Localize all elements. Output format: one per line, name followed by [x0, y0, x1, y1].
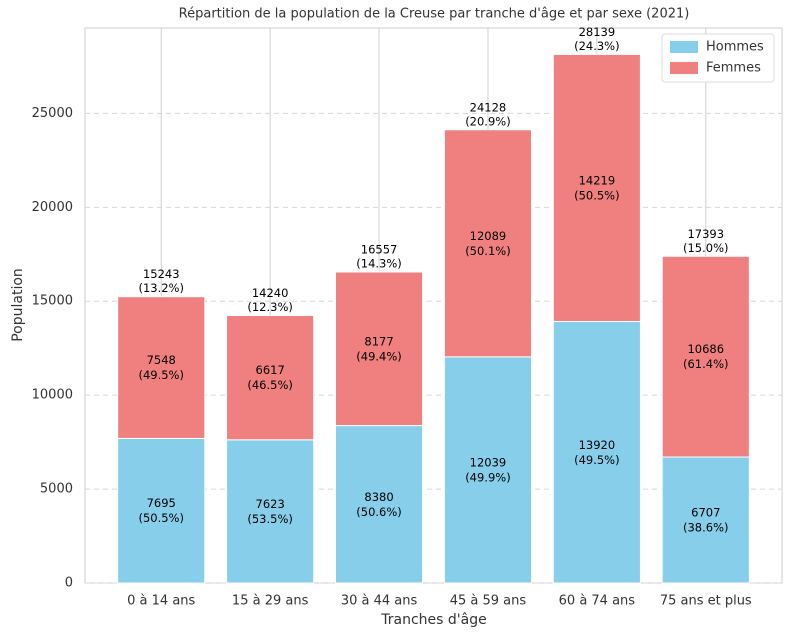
- value-label: 6707: [691, 506, 720, 520]
- y-tick-label: 5000: [40, 482, 73, 497]
- total-share-label: (24.3%): [574, 39, 620, 53]
- x-tick-label: 30 à 44 ans: [341, 594, 418, 609]
- share-label: (46.5%): [247, 378, 293, 392]
- total-label: 24128: [470, 100, 507, 114]
- value-label: 14219: [579, 173, 616, 187]
- share-label: (61.4%): [683, 357, 729, 371]
- share-label: (38.6%): [683, 521, 729, 535]
- share-label: (50.6%): [356, 505, 402, 519]
- total-label: 16557: [361, 242, 398, 256]
- value-label: 10686: [687, 342, 724, 356]
- x-tick-label: 15 à 29 ans: [232, 594, 309, 609]
- y-tick-label: 25000: [32, 106, 73, 121]
- share-label: (49.9%): [465, 470, 511, 484]
- total-label: 28139: [579, 25, 616, 39]
- bar-segment: [334, 271, 424, 427]
- x-tick-label: 60 à 74 ans: [559, 594, 636, 609]
- legend-label: Hommes: [706, 40, 764, 55]
- value-label: 7623: [256, 497, 285, 511]
- y-axis-label: Population: [10, 268, 26, 342]
- value-label: 8177: [364, 334, 393, 348]
- y-tick-label: 15000: [32, 294, 73, 309]
- legend-label: Femmes: [706, 61, 761, 76]
- bar-segment: [443, 129, 533, 358]
- x-axis-label: Tranches d'âge: [380, 612, 486, 628]
- share-label: (53.5%): [247, 512, 293, 526]
- total-share-label: (15.0%): [683, 241, 729, 255]
- value-label: 7548: [147, 353, 176, 367]
- y-tick-label: 10000: [32, 388, 73, 403]
- bar-segment: [552, 53, 641, 323]
- x-tick-label: 45 à 59 ans: [450, 594, 527, 609]
- bar-segment: [117, 437, 206, 584]
- plot-frame: [84, 27, 783, 584]
- x-tick-label: 75 ans et plus: [660, 594, 752, 609]
- value-label: 8380: [364, 490, 393, 504]
- share-label: (50.5%): [138, 511, 184, 525]
- value-label: 12089: [470, 229, 507, 243]
- share-label: (49.5%): [574, 453, 620, 467]
- y-tick-label: 20000: [32, 200, 73, 215]
- y-tick-label: 0: [65, 576, 73, 591]
- total-label: 15243: [143, 267, 180, 281]
- bar-segment: [443, 356, 533, 584]
- total-share-label: (12.3%): [247, 300, 293, 314]
- value-label: 6617: [256, 363, 285, 377]
- legend-swatch: [670, 41, 698, 53]
- share-label: (49.5%): [138, 368, 184, 382]
- total-share-label: (14.3%): [356, 256, 402, 270]
- value-label: 12039: [470, 455, 507, 469]
- bar-segment: [661, 255, 750, 458]
- chart-title: Répartition de la population de la Creus…: [179, 7, 690, 22]
- bar-segment: [661, 456, 750, 584]
- share-label: (50.5%): [574, 188, 620, 202]
- bar-segment: [226, 315, 315, 441]
- bar-segment: [552, 321, 641, 584]
- share-label: (50.1%): [465, 244, 511, 258]
- x-tick-label: 0 à 14 ans: [127, 594, 195, 609]
- share-label: (49.4%): [356, 349, 402, 363]
- total-share-label: (20.9%): [465, 114, 511, 128]
- bar-segment: [117, 296, 206, 439]
- legend-swatch: [670, 62, 698, 74]
- total-share-label: (13.2%): [138, 281, 184, 295]
- total-label: 17393: [687, 227, 724, 241]
- value-label: 7695: [147, 496, 176, 510]
- total-label: 14240: [252, 286, 289, 300]
- value-label: 13920: [579, 438, 616, 452]
